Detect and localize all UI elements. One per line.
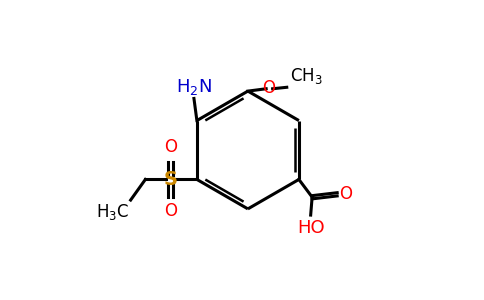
Text: CH$_3$: CH$_3$ [290,66,322,86]
Text: H$_2$N: H$_2$N [176,77,212,97]
Text: HO: HO [297,219,324,237]
Text: S: S [164,170,178,189]
Text: O: O [164,202,177,220]
Text: O: O [263,79,275,97]
Text: H$_3$C: H$_3$C [96,202,129,222]
Text: O: O [164,139,177,157]
Text: O: O [339,185,352,203]
